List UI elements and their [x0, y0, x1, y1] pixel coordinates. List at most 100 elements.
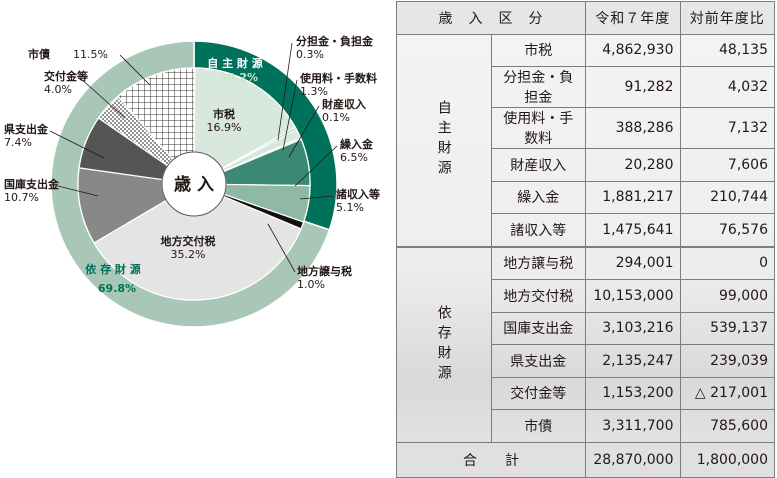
revenue-table: 歳 入 区 分 令和７年度 対前年度比 自主財源 市税 4,862,930 48…: [396, 1, 775, 478]
leader-line: [57, 185, 99, 197]
table-row: 依存財源 地方譲与税 294,001 0: [396, 245, 775, 443]
slice-label-pct: 1.3%: [300, 85, 328, 98]
row-amount: 20,280: [585, 148, 681, 182]
row-change: △ 217,001: [679, 376, 775, 410]
group-label-dependent: 依存財源: [396, 245, 492, 443]
header-category: 歳 入 区 分: [396, 1, 586, 35]
table-row: 繰入金 1,881,217 210,744: [397, 180, 775, 214]
row-change: 99,000: [679, 279, 775, 313]
slice-label-name: 市税: [213, 107, 235, 121]
row-item: 財産収入: [490, 148, 586, 182]
row-amount: 3,311,700: [585, 409, 681, 443]
slice-label-pct: 10.7%: [4, 191, 39, 204]
row-amount: 1,475,641: [585, 213, 681, 247]
row-change: 210,744: [679, 180, 775, 214]
slice-label-pct: 7.4%: [4, 136, 32, 149]
center-label: 歳 入: [174, 174, 214, 195]
slice-label-name: 国庫支出金: [4, 177, 60, 191]
slice-label-pct: 0.3%: [296, 48, 324, 61]
slice-label-name: 地方譲与税: [297, 264, 352, 278]
slice-label-pct: 6.5%: [340, 151, 368, 164]
table-row: 自主財源 市税 4,862,930 48,135: [396, 33, 775, 247]
leader-line: [294, 145, 338, 187]
leader-line: [267, 223, 296, 273]
group-label-own: 自主財源: [396, 33, 492, 247]
row-change: 785,600: [679, 409, 775, 443]
ring-label-name: 依 存 財 源: [85, 262, 141, 276]
total-label: 合 計: [396, 441, 586, 478]
row-change: 76,576: [679, 213, 775, 247]
row-item: 市税: [490, 33, 586, 67]
table-row: 使用料・手数料 388,286 7,132: [397, 107, 775, 149]
header-change: 対前年度比: [679, 1, 775, 35]
slice-label-name: 使用料・手数料: [299, 71, 377, 85]
row-item: 分担金・負担金: [490, 66, 586, 108]
row-change: 7,132: [679, 107, 775, 149]
row-amount: 10,153,000: [585, 279, 681, 313]
row-item: 地方譲与税: [490, 245, 586, 280]
total-row: 合 計 28,870,000 1,800,000: [396, 441, 775, 478]
row-change: 7,606: [679, 148, 775, 182]
leader-line: [79, 77, 126, 119]
slice-label-pct: 11.5%: [73, 48, 108, 61]
leader-line: [299, 195, 334, 200]
row-amount: 1,881,217: [585, 180, 681, 214]
leader-line: [49, 130, 105, 159]
row-item: 市債: [490, 409, 586, 443]
leader-line: [119, 54, 151, 86]
total-amount: 28,870,000: [585, 441, 681, 478]
leader-line: [288, 105, 320, 158]
row-change: 539,137: [679, 311, 775, 345]
leader-line: [277, 42, 293, 141]
row-item: 県支出金: [490, 344, 586, 378]
total-change: 1,800,000: [679, 441, 775, 478]
row-amount: 294,001: [585, 245, 681, 280]
slice-label-pct: 4.0%: [44, 83, 72, 96]
row-amount: 2,135,247: [585, 344, 681, 378]
row-item: 使用料・手数料: [490, 107, 586, 149]
slice-label-pct: 0.1%: [322, 111, 350, 124]
table-row: 県支出金 2,135,247 239,039: [397, 344, 775, 378]
slice-label-name: 市債: [28, 47, 50, 61]
slice-label-name: 地方交付税: [161, 234, 216, 248]
row-change: 0: [679, 245, 775, 280]
slice-label-name: 繰入金: [340, 137, 374, 151]
row-amount: 3,103,216: [585, 311, 681, 345]
leader-line: [282, 79, 298, 151]
header-amount: 令和７年度: [585, 1, 681, 35]
row-amount: 91,282: [585, 66, 681, 108]
row-amount: 4,862,930: [585, 33, 681, 67]
row-item: 国庫支出金: [490, 311, 586, 345]
ring-label-pct: 69.8%: [98, 282, 136, 295]
slice-label-pct: 5.1%: [336, 201, 364, 214]
row-item: 交付金等: [490, 376, 586, 410]
slice-label-name: 財産収入: [321, 97, 366, 111]
row-amount: 1,153,200: [585, 376, 681, 410]
table-row: 交付金等 1,153,200 △ 217,001: [397, 376, 775, 410]
row-amount: 388,286: [585, 107, 681, 149]
center-disc: [161, 151, 227, 217]
row-change: 4,032: [679, 66, 775, 108]
slice-label-name: 県支出金: [4, 122, 49, 136]
slice-label-pct: 1.0%: [297, 278, 325, 291]
table-row: 市債 3,311,700 785,600: [397, 409, 775, 443]
row-change: 48,135: [679, 33, 775, 67]
slice-label-name: 分担金・負担金: [296, 34, 374, 48]
table-header-row: 歳 入 区 分 令和７年度 対前年度比: [396, 1, 775, 35]
ring-label-pct: 30.2%: [220, 71, 258, 84]
table-row: 分担金・負担金 91,282 4,032: [397, 66, 775, 108]
table-row: 財産収入 20,280 7,606: [397, 148, 775, 182]
slice-label-pct: 16.9%: [207, 121, 242, 134]
row-change: 239,039: [679, 344, 775, 378]
slice-label-pct: 35.2%: [171, 248, 206, 261]
ring-labels: 自 主 財 源30.2% 依 存 財 源 69.8%: [85, 56, 263, 295]
row-item: 地方交付税: [490, 279, 586, 313]
slice-label-name: 諸収入等: [336, 187, 380, 201]
row-item: 諸収入等: [490, 213, 586, 247]
table-row: 地方交付税 10,153,000 99,000: [397, 279, 775, 313]
ring-label-name: 自 主 財 源: [207, 56, 263, 70]
row-item: 繰入金: [490, 180, 586, 214]
